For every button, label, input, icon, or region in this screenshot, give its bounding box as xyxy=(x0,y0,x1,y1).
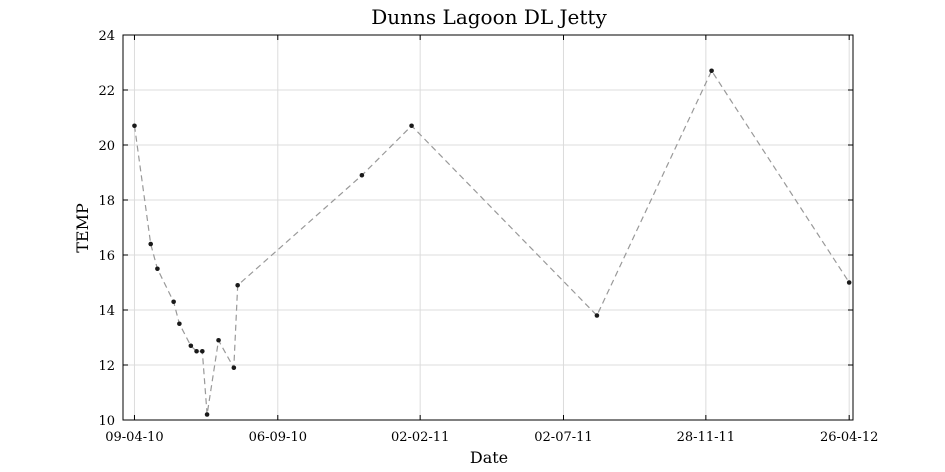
x-tick-label: 02-02-11 xyxy=(391,430,449,445)
y-tick-label: 24 xyxy=(98,29,115,44)
data-point xyxy=(231,365,237,371)
data-point xyxy=(155,266,160,272)
y-tick-label: 18 xyxy=(98,194,115,209)
data-point xyxy=(709,68,714,74)
y-tick-label: 12 xyxy=(98,359,115,374)
chart-title: Dunns Lagoon DL Jetty xyxy=(371,5,607,29)
data-point xyxy=(594,313,600,318)
y-tick-label: 20 xyxy=(98,139,115,154)
y-tick-label: 10 xyxy=(98,414,115,429)
data-point xyxy=(177,321,182,327)
data-point xyxy=(171,299,176,305)
data-point xyxy=(204,412,210,417)
data-point xyxy=(359,172,365,178)
data-point xyxy=(194,348,199,354)
data-point xyxy=(846,280,852,285)
x-axis-label: Date xyxy=(470,448,508,467)
x-tick-label: 28-11-11 xyxy=(677,430,735,445)
data-point xyxy=(216,337,221,343)
grid xyxy=(123,34,853,421)
axis-ticks: 10 12 14 16 18 20 22 24 09-04-10 06-09-10 02-02-11… xyxy=(98,29,878,445)
y-tick-label: 14 xyxy=(98,304,115,319)
series xyxy=(132,68,852,417)
x-tick-label: 26-04-12 xyxy=(820,430,878,445)
y-tick-label: 16 xyxy=(98,249,115,264)
series-line xyxy=(133,69,850,415)
plot-frame xyxy=(122,34,854,421)
data-point xyxy=(148,241,154,247)
data-point xyxy=(235,282,240,288)
x-tick-label: 06-09-10 xyxy=(249,430,307,445)
data-point xyxy=(409,123,414,129)
x-tick-label: 02-07-11 xyxy=(534,430,592,445)
data-point xyxy=(132,123,137,129)
data-point xyxy=(200,348,205,354)
x-tick-label: 09-04-10 xyxy=(105,430,163,445)
y-axis-label: TEMP xyxy=(73,203,92,253)
y-tick-label: 22 xyxy=(98,84,115,99)
data-point xyxy=(188,343,194,349)
